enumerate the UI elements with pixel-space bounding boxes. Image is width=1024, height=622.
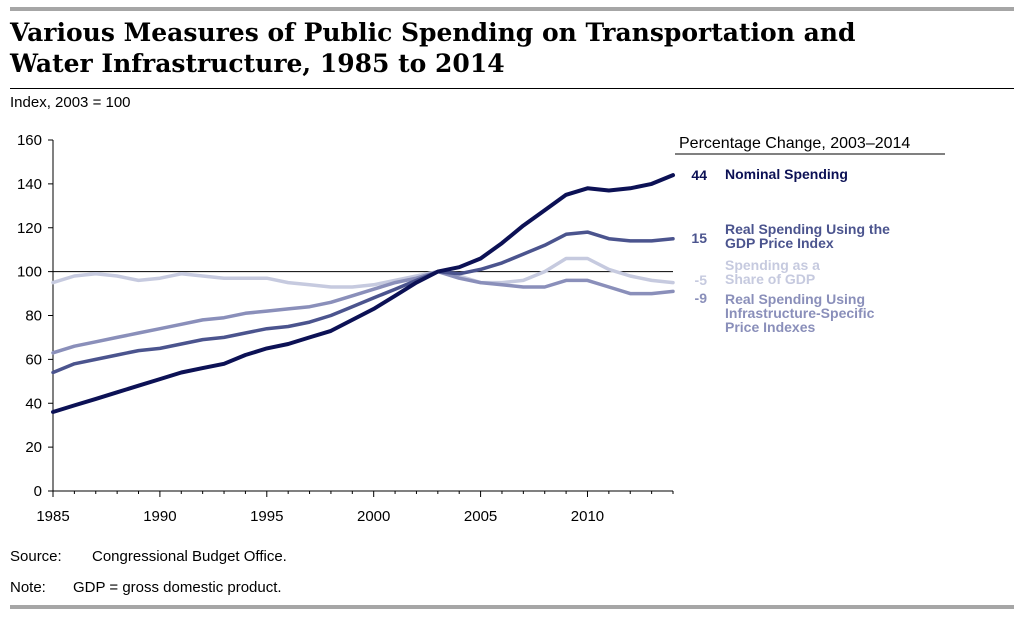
legend-change-value: 44 [691,167,707,183]
source-line: Source: Congressional Budget Office. [10,548,287,565]
chart-title: Various Measures of Public Spending on T… [10,17,910,79]
x-tick-label: 2005 [464,508,497,525]
y-tick-label: 20 [25,439,42,456]
y-tick-label: 80 [25,308,42,325]
legend-series-label: Spending as a [725,257,820,273]
series-line [51,230,675,375]
bottom-rule [10,605,1014,609]
series-line [51,256,675,289]
chart-title-line-1: Various Measures of Public Spending on T… [10,18,856,47]
note-line: Note: GDP = gross domestic product. [10,579,282,596]
source-text: Congressional Budget Office. [92,548,287,565]
y-tick-label: 0 [34,483,42,500]
x-tick-label: 2010 [571,508,604,525]
legend-series-label: Real Spending Using the [725,221,890,237]
legend-series-label: Real Spending Using [725,291,865,307]
y-tick-label: 120 [17,220,42,237]
legend-title: Percentage Change, 2003–2014 [679,135,910,152]
x-tick-label: 2000 [357,508,390,525]
y-tick-label: 60 [25,351,42,368]
legend-series-label: Price Indexes [725,319,815,335]
y-tick-label: 140 [17,176,42,193]
chart-title-line-2: Water Infrastructure, 1985 to 2014 [10,49,505,78]
y-tick-label: 40 [25,395,42,412]
source-label: Source: [10,548,62,565]
y-tick-label: 160 [17,132,42,149]
series-line [51,173,675,414]
title-underline [10,88,1014,89]
legend-series-label: GDP Price Index [725,235,834,251]
note-text: GDP = gross domestic product. [73,579,282,596]
legend-change-value: 15 [691,230,707,246]
unit-label: Index, 2003 = 100 [10,94,131,111]
series-line [51,269,675,355]
note-label: Note: [10,579,46,596]
legend-change-value: -5 [695,272,708,288]
legend-series-label: Share of GDP [725,271,815,287]
x-tick-label: 1990 [143,508,176,525]
top-rule [10,7,1014,11]
legend-change-value: -9 [695,290,708,306]
x-tick-label: 1995 [250,508,283,525]
legend-series-label: Infrastructure-Specific [725,305,875,321]
x-tick-label: 1985 [36,508,69,525]
y-tick-label: 100 [17,264,42,281]
legend-series-label: Nominal Spending [725,166,848,182]
